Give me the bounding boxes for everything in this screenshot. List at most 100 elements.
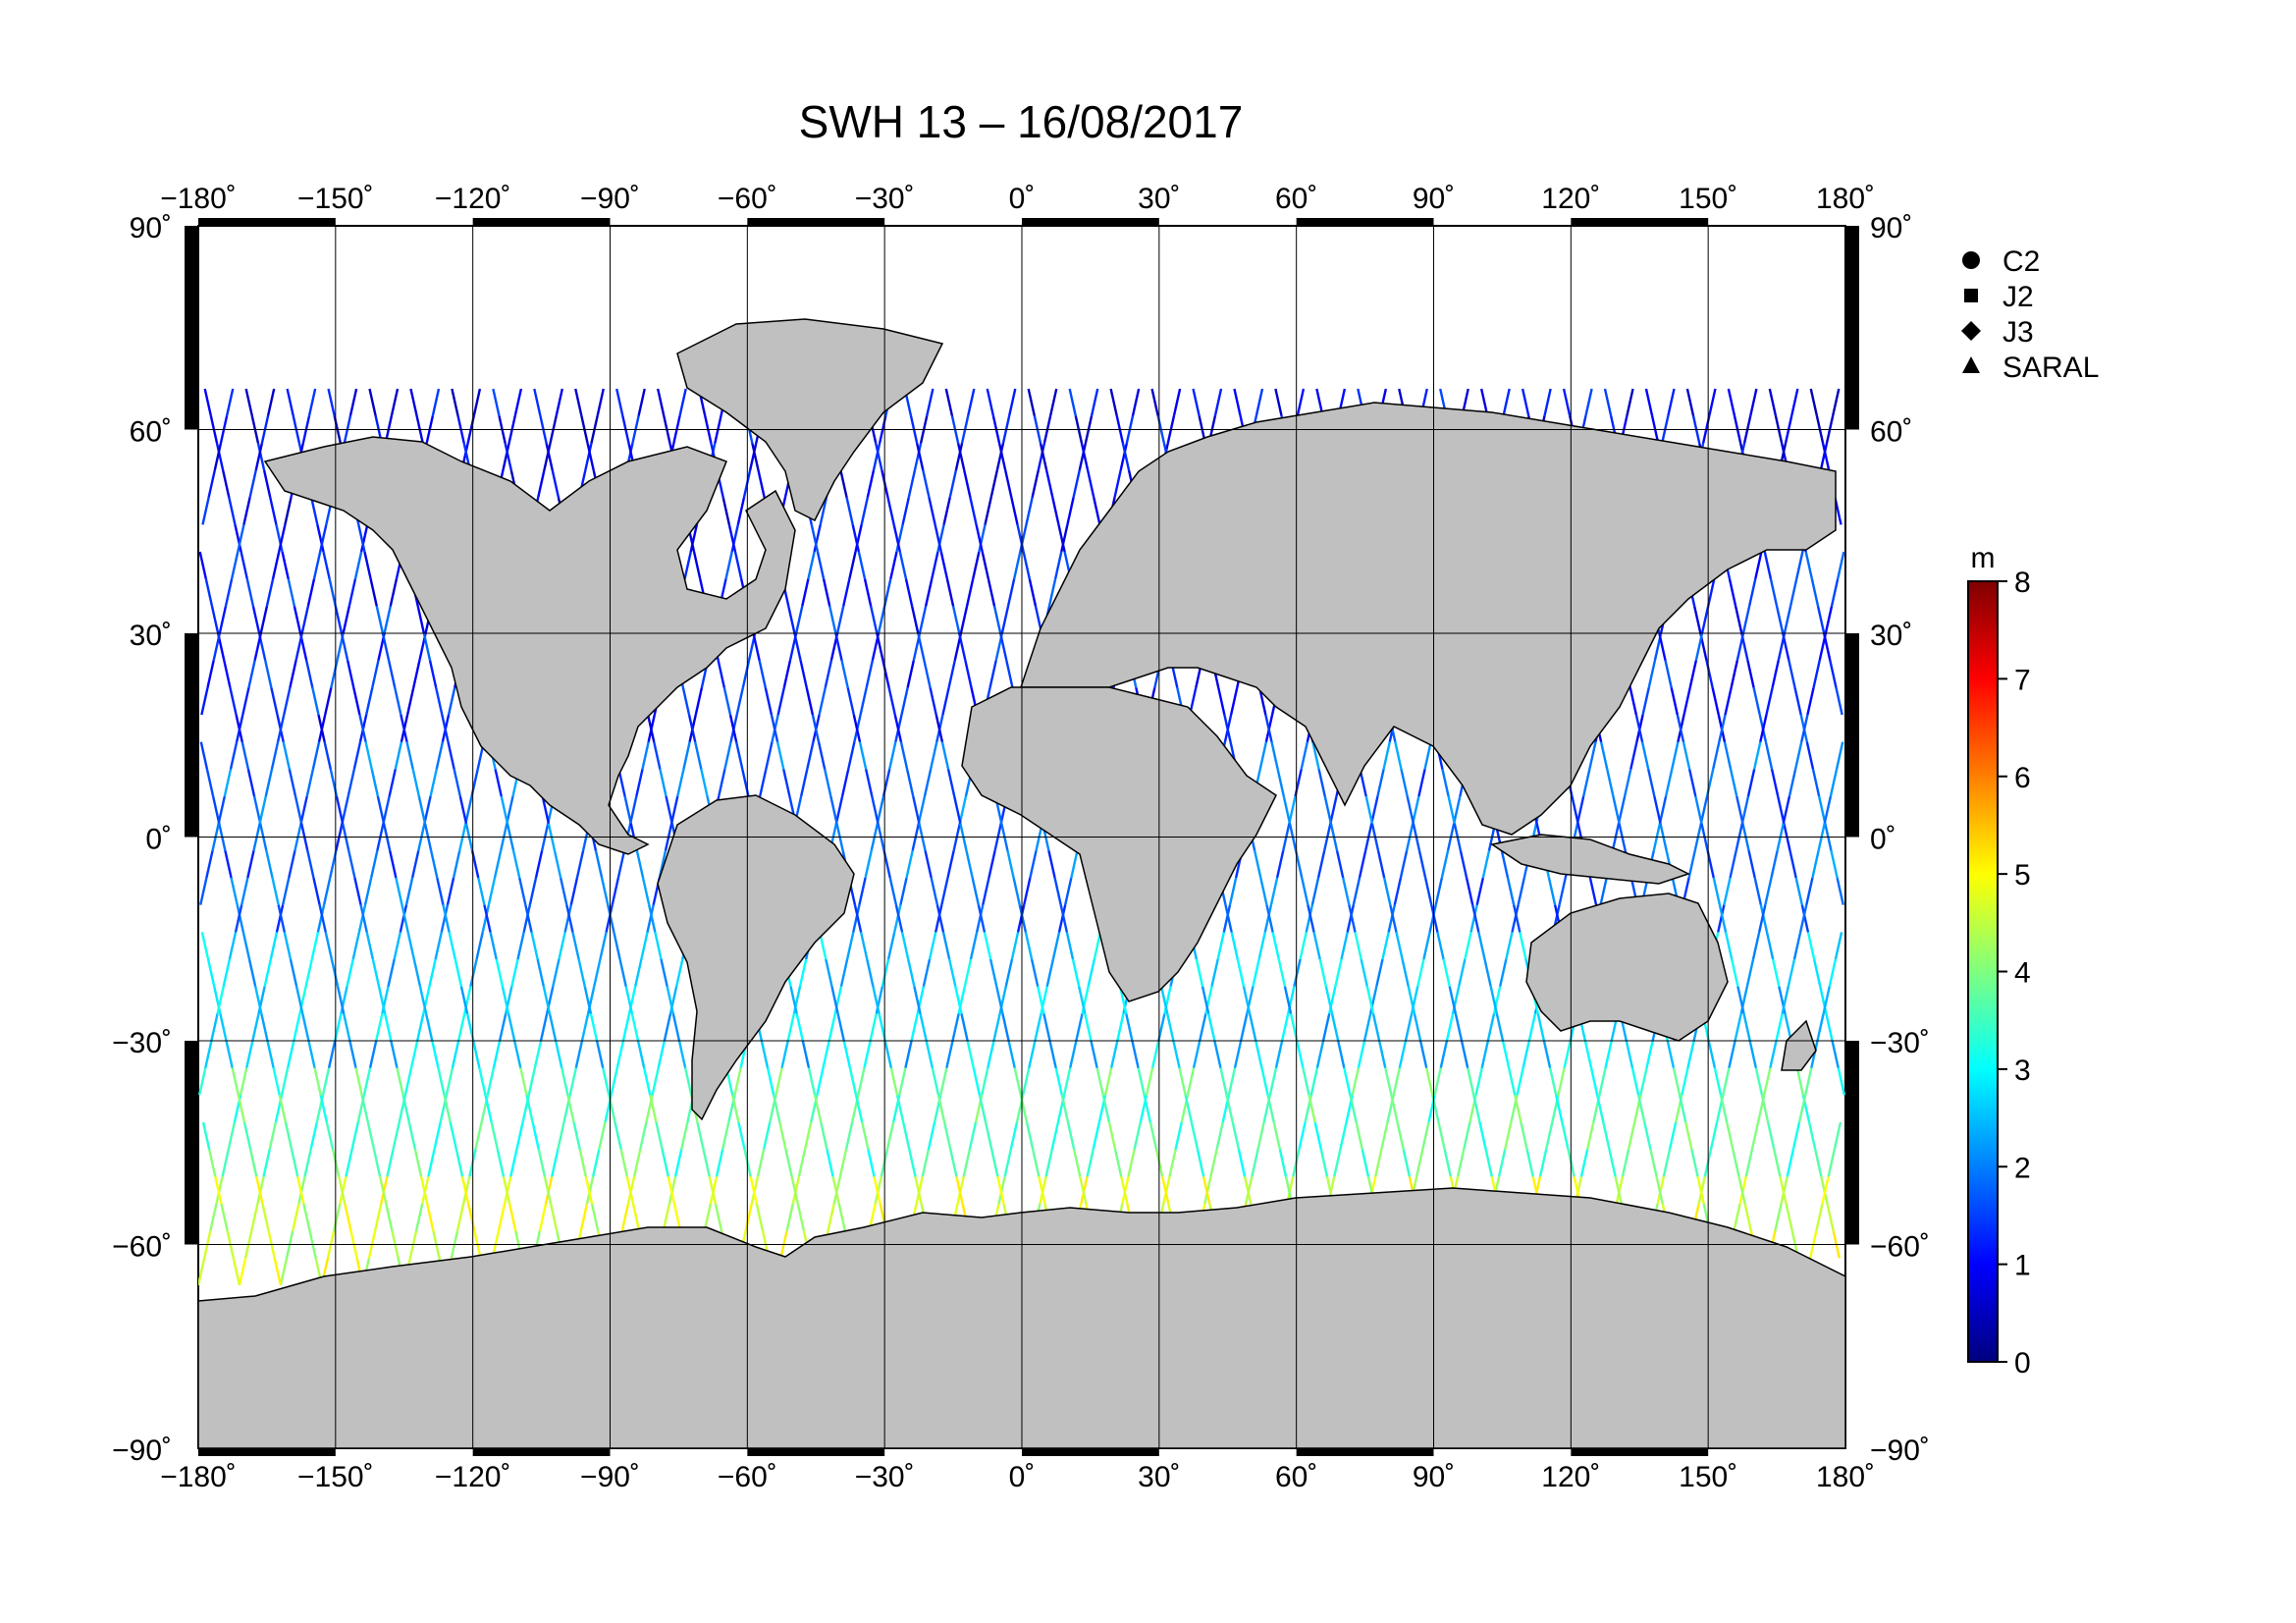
- track-segment: [1735, 632, 1745, 661]
- track-segment: [764, 687, 774, 716]
- track-segment: [1196, 1149, 1205, 1177]
- track-segment: [1753, 877, 1763, 905]
- track-segment: [1258, 741, 1268, 770]
- track-segment: [242, 1121, 252, 1150]
- track-segment: [924, 578, 934, 607]
- track-segment: [459, 986, 469, 1014]
- track-segment: [995, 986, 1004, 1014]
- track-segment: [782, 660, 792, 688]
- track-segment: [286, 388, 294, 416]
- track-segment: [1599, 877, 1608, 905]
- land-new-zealand: [1781, 1019, 1817, 1071]
- track-segment: [794, 606, 804, 634]
- track-segment: [918, 606, 928, 634]
- land-australia: [1525, 893, 1729, 1042]
- track-segment: [1800, 714, 1809, 742]
- track-segment: [247, 958, 257, 987]
- track-segment: [1835, 741, 1844, 770]
- track-segment: [265, 578, 275, 607]
- track-segment: [1282, 795, 1292, 824]
- track-segment: [1477, 932, 1486, 960]
- track-segment: [835, 606, 845, 634]
- track-segment: [1090, 388, 1099, 416]
- track-segment: [1543, 388, 1552, 416]
- track-segment: [963, 469, 972, 498]
- track-segment: [1809, 388, 1819, 416]
- track-segment: [288, 850, 296, 879]
- track-segment: [996, 1176, 1005, 1205]
- land-eurasia: [1019, 402, 1837, 836]
- track-segment: [898, 1067, 907, 1096]
- track-segment: [497, 1203, 507, 1231]
- track-segment: [1787, 958, 1796, 987]
- track-segment: [875, 443, 883, 471]
- track-segment: [1233, 388, 1242, 416]
- track-segment: [399, 904, 408, 933]
- track-segment: [413, 1149, 423, 1177]
- track-segment: [338, 1176, 347, 1205]
- track-segment: [210, 1013, 219, 1042]
- track-segment: [224, 850, 233, 879]
- track-segment: [363, 551, 372, 579]
- track-segment: [1025, 1121, 1035, 1150]
- track-segment: [1727, 388, 1736, 416]
- track-segment: [389, 578, 399, 607]
- track-segment: [1783, 606, 1792, 634]
- track-segment: [1276, 769, 1285, 797]
- track-segment: [1125, 1013, 1134, 1042]
- track-segment: [1812, 958, 1822, 987]
- legend-label: J2: [2002, 281, 2034, 313]
- track-segment: [1423, 741, 1432, 770]
- track-segment: [864, 769, 874, 797]
- track-segment: [1023, 877, 1032, 905]
- track-segment: [1812, 660, 1821, 688]
- frame-bar-right: [1845, 1041, 1859, 1245]
- track-segment: [579, 1203, 589, 1231]
- track-segment: [930, 877, 939, 905]
- track-segment: [1042, 1013, 1051, 1042]
- track-segment: [1065, 932, 1075, 960]
- track-segment: [611, 877, 620, 905]
- track-segment: [1830, 850, 1839, 879]
- ocean-area: [198, 226, 1845, 1448]
- track-segment: [370, 769, 380, 797]
- track-segment: [580, 1013, 590, 1042]
- track-segment: [1121, 443, 1131, 471]
- track-segment: [246, 769, 256, 797]
- track-segment: [1060, 1095, 1070, 1123]
- track-segment: [1387, 904, 1396, 933]
- track-segment: [278, 524, 287, 553]
- track-segment: [1781, 986, 1790, 1014]
- track-segment: [1746, 769, 1756, 797]
- track-segment: [1024, 932, 1034, 960]
- track-segment: [555, 388, 564, 416]
- track-segment: [533, 1040, 543, 1068]
- track-segment: [816, 551, 826, 579]
- track-segment: [727, 524, 737, 553]
- track-segment: [1806, 687, 1815, 716]
- track-segment: [1793, 687, 1802, 716]
- track-segment: [484, 1095, 493, 1123]
- track-segment: [803, 1121, 813, 1150]
- track-segment: [1604, 1040, 1613, 1068]
- track-segment: [334, 606, 344, 634]
- track-segment: [559, 877, 568, 905]
- lat-tick-label: 0˚: [1870, 824, 1896, 856]
- track-segment: [752, 632, 761, 661]
- track-segment: [834, 632, 843, 661]
- track-segment: [412, 660, 421, 688]
- track-segment: [1779, 1176, 1788, 1205]
- track-segment: [1256, 1121, 1265, 1150]
- track-segment: [348, 388, 358, 416]
- track-segment: [1390, 1095, 1399, 1123]
- track-segment: [1735, 795, 1744, 824]
- track-segment: [883, 1040, 893, 1068]
- track-segment: [784, 1149, 793, 1177]
- track-segment: [986, 388, 995, 416]
- track-segment: [303, 1149, 312, 1177]
- track-segment: [842, 1040, 852, 1068]
- track-segment: [264, 769, 274, 797]
- track-segment: [1475, 877, 1485, 905]
- track-segment: [959, 606, 969, 634]
- track-segment: [1694, 632, 1704, 661]
